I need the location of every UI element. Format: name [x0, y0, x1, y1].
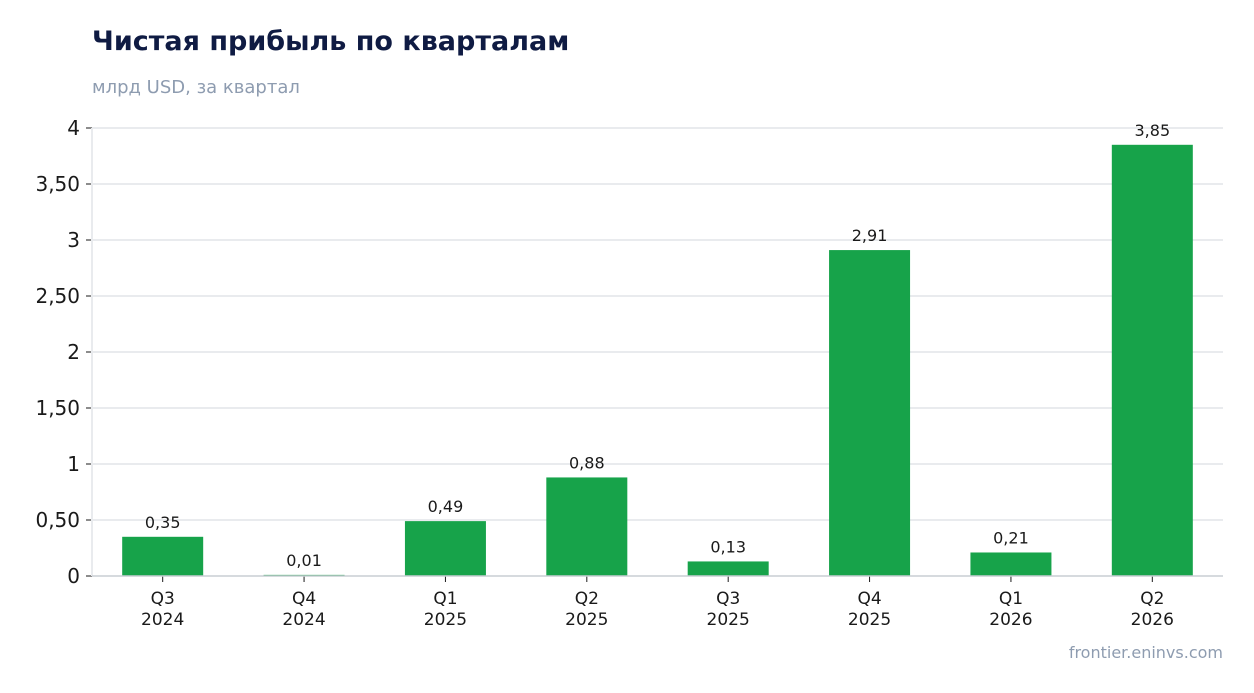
labels: 00,5011,5022,5033,5040,35Q320240,01Q4202… [35, 116, 1173, 630]
bar-value-label: 2,91 [852, 226, 888, 245]
chart-subtitle: млрд USD, за квартал [92, 77, 300, 98]
source-watermark: frontier.eninvs.com [1068, 643, 1223, 662]
y-tick-label: 2,50 [35, 284, 80, 308]
bar [1111, 144, 1193, 577]
x-tick-label-year: 2024 [282, 610, 325, 630]
y-tick-label: 4 [67, 116, 80, 140]
bar [404, 521, 486, 576]
bar [829, 250, 911, 576]
bar [546, 477, 628, 576]
x-tick-label-year: 2025 [848, 610, 891, 630]
bar-value-label: 0,01 [286, 551, 322, 570]
y-tick-label: 3 [67, 228, 80, 252]
x-tick-label-year: 2025 [424, 610, 467, 630]
bar [122, 536, 204, 576]
bar-value-label: 0,49 [428, 497, 464, 516]
chart-title: Чистая прибыль по кварталам [92, 26, 570, 57]
x-tick-label-year: 2026 [989, 610, 1032, 630]
x-tick-label-quarter: Q1 [999, 589, 1023, 609]
bar-value-label: 0,13 [710, 537, 746, 556]
bar-value-label: 0,88 [569, 453, 605, 472]
bar [970, 552, 1052, 576]
x-tick-label-quarter: Q1 [433, 589, 457, 609]
x-tick-label-quarter: Q3 [716, 589, 740, 609]
axes [86, 127, 1223, 582]
bars [122, 144, 1193, 577]
bar [687, 561, 769, 576]
x-tick-label-quarter: Q4 [292, 589, 316, 609]
x-tick-label-quarter: Q3 [151, 589, 175, 609]
y-tick-label: 2 [67, 340, 80, 364]
y-tick-label: 0 [67, 564, 80, 588]
x-tick-label-quarter: Q2 [1140, 589, 1164, 609]
bar-value-label: 3,85 [1135, 121, 1171, 140]
y-tick-label: 3,50 [35, 172, 80, 196]
y-tick-label: 1 [67, 452, 80, 476]
x-tick-label-quarter: Q2 [575, 589, 599, 609]
x-tick-label-year: 2026 [1131, 610, 1174, 630]
x-tick-label-year: 2025 [565, 610, 608, 630]
x-tick-label-year: 2024 [141, 610, 184, 630]
x-tick-label-year: 2025 [707, 610, 750, 630]
y-tick-label: 1,50 [35, 396, 80, 420]
y-tick-label: 0,50 [35, 508, 80, 532]
grid-lines [92, 127, 1223, 521]
x-tick-label-quarter: Q4 [857, 589, 881, 609]
bar-value-label: 0,35 [145, 513, 181, 532]
bar-value-label: 0,21 [993, 528, 1029, 547]
